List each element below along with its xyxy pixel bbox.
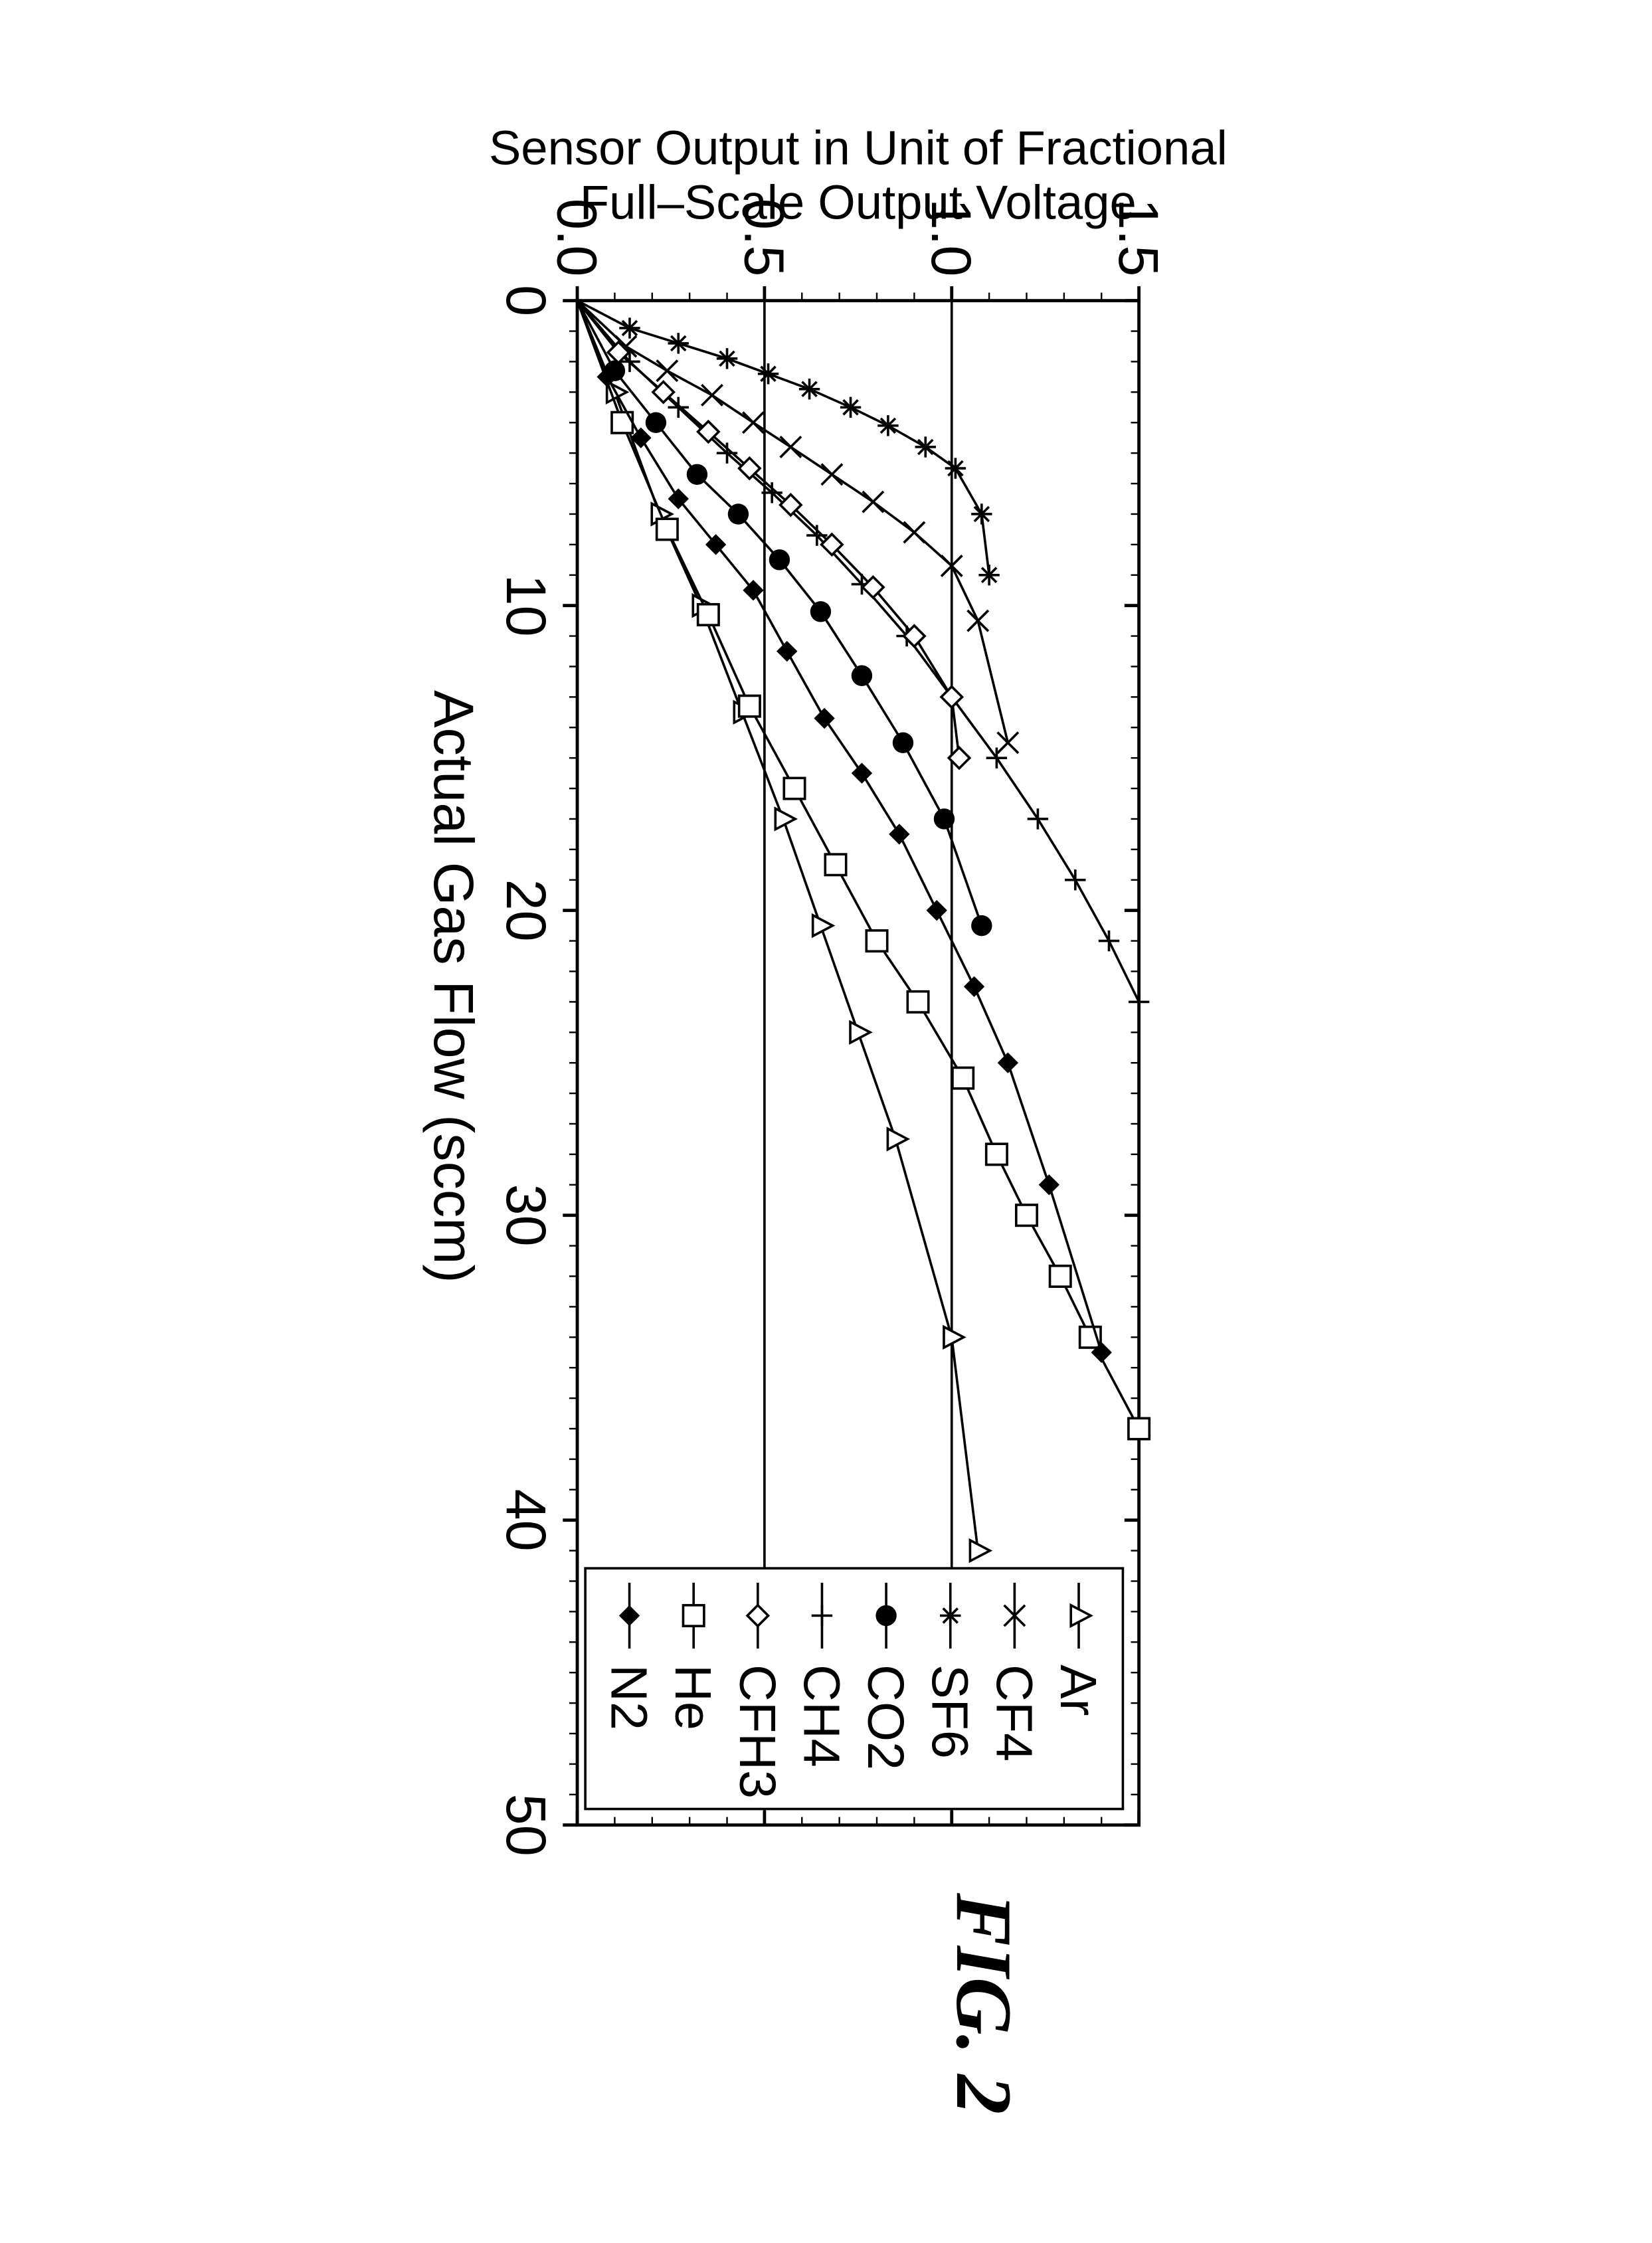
legend-label: CO2: [857, 1664, 914, 1770]
series-Ar: [577, 301, 990, 1562]
series-N2: [577, 301, 1112, 1363]
x-tick-label: 20: [495, 879, 558, 942]
x-tick-label: 0: [495, 285, 558, 316]
x-tick-label: 50: [495, 1794, 558, 1856]
series-CH4: [577, 301, 1149, 1012]
series-He: [577, 301, 1149, 1439]
figure-caption: FIG. 2: [938, 1893, 1030, 2114]
x-tick-label: 10: [495, 575, 558, 637]
x-tick-label: 40: [495, 1489, 558, 1552]
plot-series: [577, 301, 1149, 1562]
x-tick-label: 30: [495, 1184, 558, 1247]
page: 010203040500.00.51.01.5Actual Gas Flow (…: [0, 0, 1652, 2243]
legend-label: SF6: [921, 1664, 978, 1759]
legend-label: N2: [600, 1664, 658, 1730]
y-axis-label: Sensor Output in Unit of Fractional: [489, 121, 1228, 175]
y-axis-label-2: Full–Scale Output Voltage: [580, 175, 1137, 229]
legend-label: CFH3: [729, 1664, 786, 1799]
figure-container: 010203040500.00.51.01.5Actual Gas Flow (…: [385, 52, 1267, 2138]
chart: 010203040500.00.51.01.5Actual Gas Flow (…: [385, 52, 1267, 2138]
legend-label: Ar: [1050, 1664, 1107, 1716]
legend-label: CH4: [792, 1664, 850, 1767]
x-axis-label: Actual Gas Flow (sccm): [422, 690, 486, 1283]
series-CO2: [577, 301, 992, 937]
legend-label: CF4: [985, 1664, 1042, 1761]
legend: ArCF4SF6CO2CH4CFH3HeN2: [585, 1568, 1123, 1809]
legend-label: He: [664, 1664, 721, 1730]
